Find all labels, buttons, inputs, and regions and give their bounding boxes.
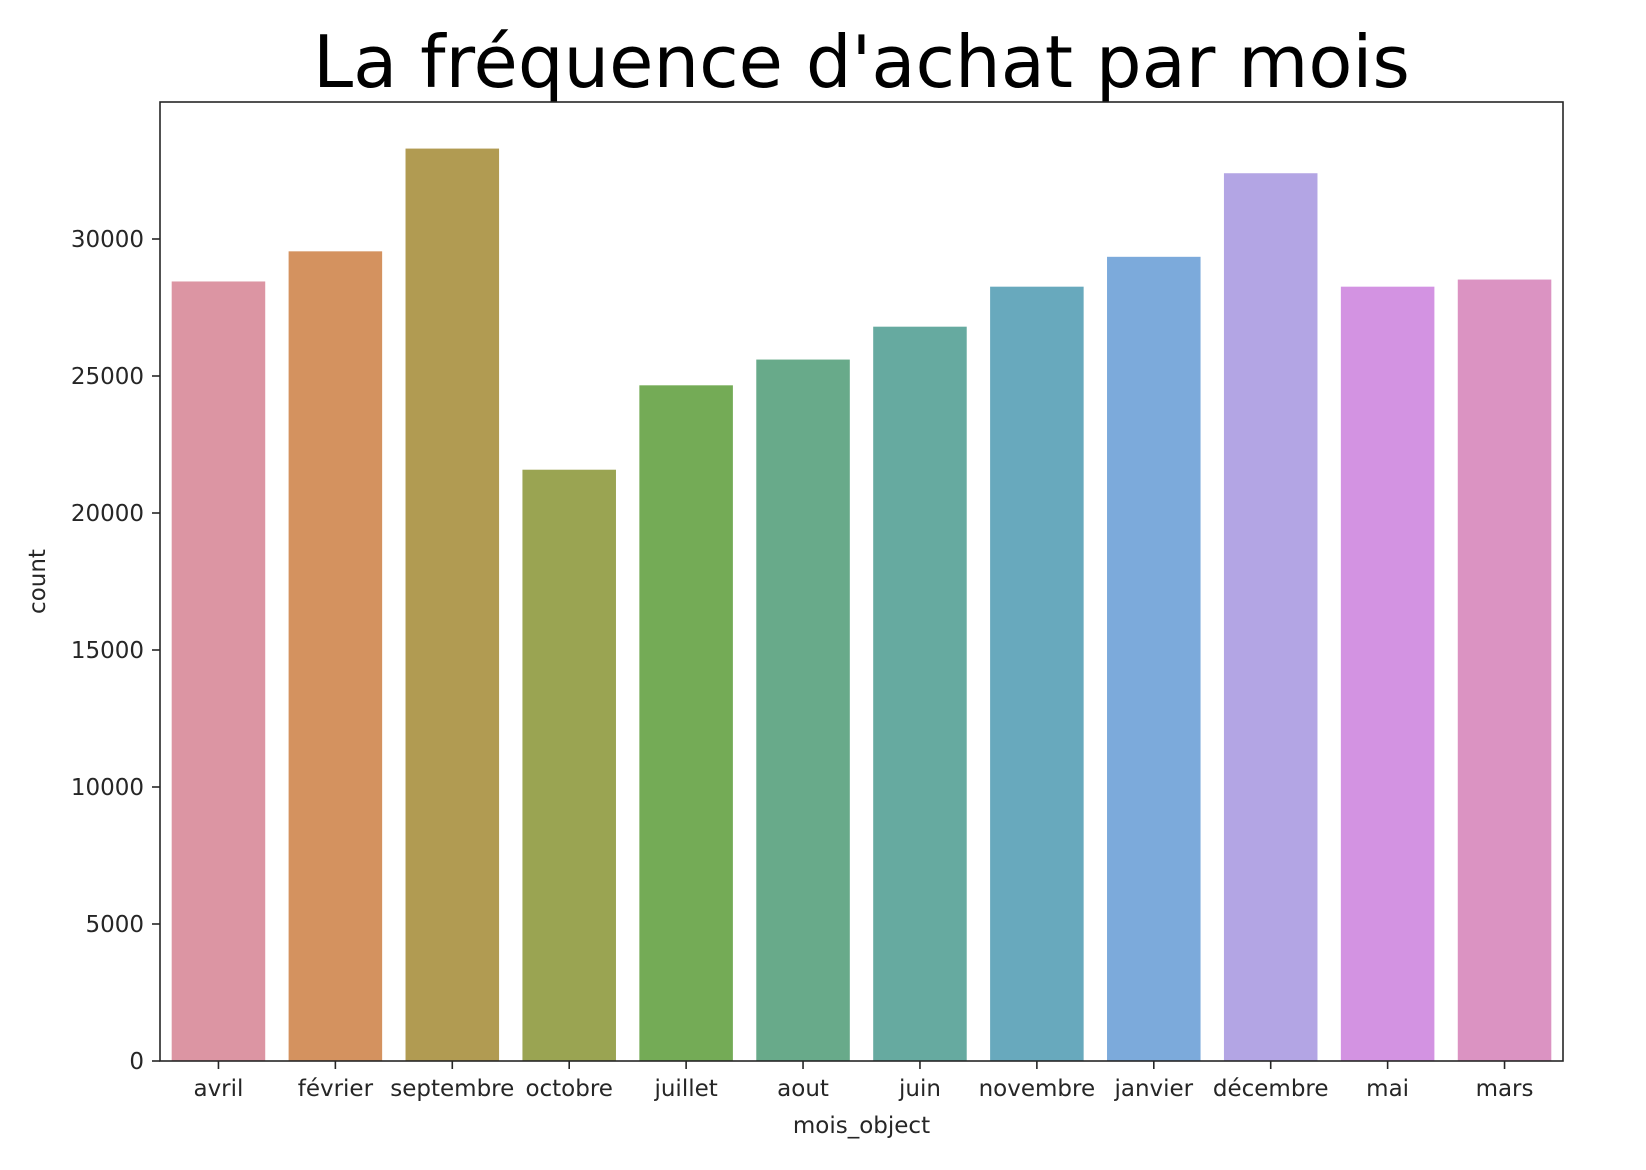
x-tick-label: juillet [653, 1076, 717, 1102]
y-tick-label: 25000 [71, 364, 144, 390]
x-tick-label: novembre [979, 1076, 1096, 1102]
chart-title: La fréquence d'achat par mois [313, 20, 1410, 104]
x-tick-label: aout [777, 1076, 829, 1102]
bar-juillet [639, 385, 733, 1061]
x-tick-label: février [298, 1076, 374, 1102]
y-tick-label: 30000 [71, 227, 144, 253]
x-axis-label: mois_object [793, 1113, 930, 1139]
y-tick-label: 10000 [71, 775, 144, 801]
bar-novembre [990, 286, 1084, 1061]
bars-layer [171, 148, 1552, 1062]
plot-frame [159, 101, 1564, 1062]
bar-mai [1340, 286, 1435, 1061]
bar-février [288, 251, 383, 1061]
bar-aout [756, 359, 850, 1061]
x-tick-label: juin [898, 1076, 941, 1102]
x-tick-label: mai [1366, 1076, 1409, 1102]
bar-janvier [1107, 256, 1201, 1061]
y-tick-label: 20000 [71, 501, 144, 527]
x-tick-label: avril [193, 1076, 243, 1102]
bar-septembre [405, 148, 500, 1061]
bar-mars [1457, 279, 1552, 1061]
x-tick-label: décembre [1213, 1076, 1329, 1102]
bar-juin [873, 326, 967, 1061]
x-axis: avril février septembre octobre juillet aout j… [193, 1061, 1534, 1102]
x-tick-label: janvier [1113, 1076, 1193, 1102]
bar-octobre [522, 469, 616, 1061]
y-axis-label: count [25, 549, 51, 614]
bar-avril [171, 281, 266, 1062]
x-tick-label: septembre [390, 1076, 514, 1102]
bar-décembre [1223, 173, 1318, 1062]
y-axis: 0 5000 10000 15000 20000 25000 30000 [71, 227, 160, 1075]
y-tick-label: 5000 [85, 912, 144, 938]
x-tick-label: mars [1476, 1076, 1534, 1102]
y-tick-label: 0 [129, 1049, 144, 1075]
y-tick-label: 15000 [71, 638, 144, 664]
x-tick-label: octobre [525, 1076, 613, 1102]
